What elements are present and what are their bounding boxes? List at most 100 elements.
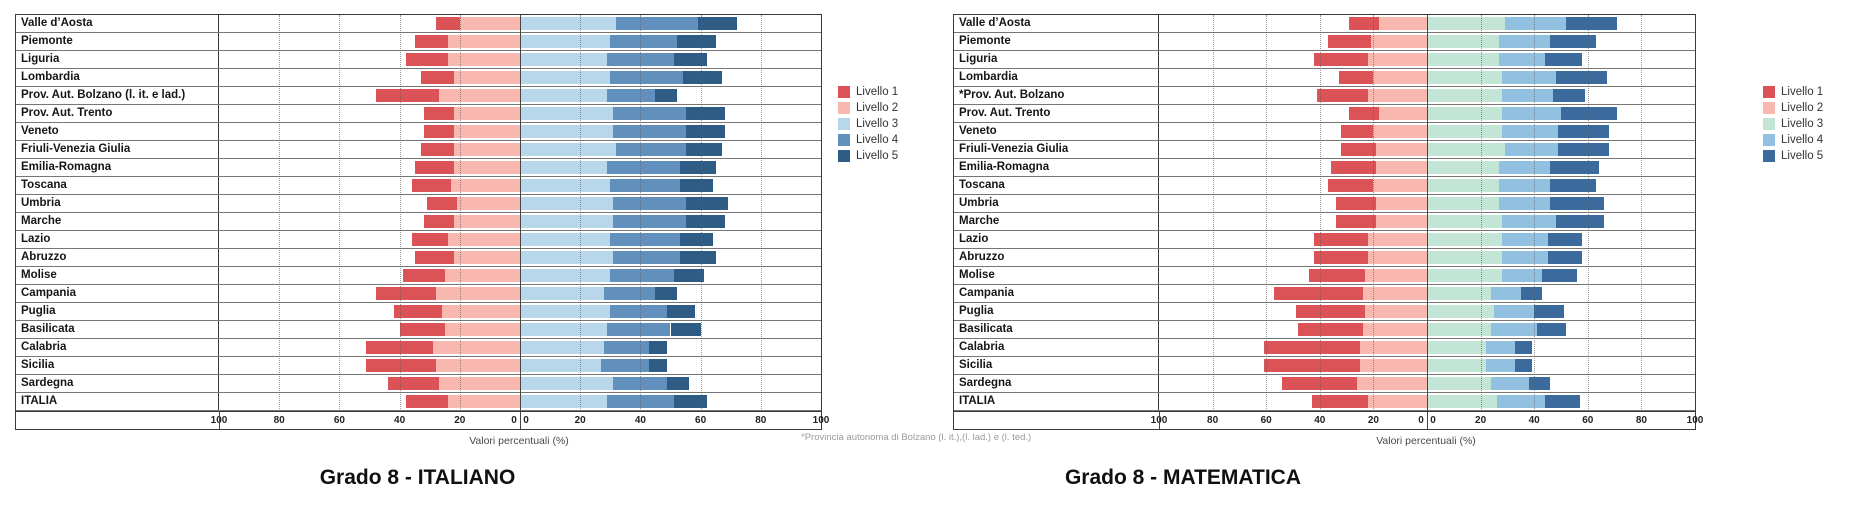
bar-segment-livello-2[interactable]	[441, 305, 520, 318]
bar-segment-livello-1[interactable]	[402, 269, 445, 282]
bar-segment-livello-5[interactable]	[1547, 233, 1583, 246]
bar-segment-livello-4[interactable]	[1496, 395, 1545, 408]
bar-segment-livello-3[interactable]	[1427, 287, 1492, 300]
bar-segment-livello-2[interactable]	[432, 341, 520, 354]
bar-segment-livello-4[interactable]	[1504, 143, 1559, 156]
bar-segment-livello-5[interactable]	[1547, 251, 1583, 264]
bar-segment-livello-4[interactable]	[1485, 359, 1516, 372]
bar-segment-livello-1[interactable]	[411, 233, 448, 246]
bar-segment-livello-1[interactable]	[1309, 269, 1366, 282]
bar-segment-livello-3[interactable]	[520, 287, 605, 300]
bar-segment-livello-2[interactable]	[1362, 323, 1427, 336]
bar-segment-livello-2[interactable]	[453, 251, 520, 264]
bar-segment-livello-2[interactable]	[453, 125, 520, 138]
bar-segment-livello-3[interactable]	[1427, 125, 1503, 138]
bar-segment-livello-5[interactable]	[655, 89, 677, 102]
bar-segment-livello-2[interactable]	[1360, 341, 1427, 354]
bar-segment-livello-2[interactable]	[1376, 197, 1427, 210]
bar-segment-livello-4[interactable]	[610, 71, 683, 84]
bar-segment-livello-2[interactable]	[1378, 17, 1427, 30]
bar-segment-livello-5[interactable]	[685, 107, 725, 120]
bar-segment-livello-2[interactable]	[1376, 215, 1427, 228]
bar-segment-livello-1[interactable]	[366, 341, 433, 354]
bar-segment-livello-4[interactable]	[1502, 71, 1556, 84]
bar-segment-livello-2[interactable]	[438, 377, 520, 390]
bar-segment-livello-1[interactable]	[1311, 395, 1369, 408]
bar-segment-livello-5[interactable]	[1558, 143, 1610, 156]
bar-segment-livello-3[interactable]	[1427, 359, 1486, 372]
bar-segment-livello-4[interactable]	[604, 287, 656, 300]
bar-segment-livello-1[interactable]	[1314, 251, 1369, 264]
bar-segment-livello-5[interactable]	[1534, 305, 1564, 318]
bar-segment-livello-4[interactable]	[607, 395, 674, 408]
bar-segment-livello-2[interactable]	[450, 179, 520, 192]
bar-segment-livello-4[interactable]	[610, 179, 680, 192]
bar-segment-livello-4[interactable]	[613, 107, 686, 120]
bar-segment-livello-2[interactable]	[1373, 125, 1427, 138]
bar-segment-livello-2[interactable]	[444, 269, 520, 282]
bar-segment-livello-4[interactable]	[613, 377, 668, 390]
bar-segment-livello-2[interactable]	[438, 89, 520, 102]
bar-segment-livello-3[interactable]	[1427, 377, 1492, 390]
bar-segment-livello-5[interactable]	[1528, 377, 1551, 390]
bar-segment-livello-4[interactable]	[613, 125, 686, 138]
bar-segment-livello-5[interactable]	[679, 233, 713, 246]
bar-segment-livello-3[interactable]	[520, 197, 614, 210]
bar-segment-livello-3[interactable]	[520, 179, 611, 192]
bar-segment-livello-3[interactable]	[520, 143, 617, 156]
bar-segment-livello-1[interactable]	[420, 143, 454, 156]
bar-segment-livello-1[interactable]	[1317, 89, 1369, 102]
bar-segment-livello-5[interactable]	[1520, 287, 1543, 300]
bar-segment-livello-1[interactable]	[1349, 107, 1379, 120]
bar-segment-livello-4[interactable]	[610, 233, 680, 246]
bar-segment-livello-5[interactable]	[1550, 161, 1599, 174]
bar-segment-livello-4[interactable]	[610, 35, 677, 48]
bar-segment-livello-1[interactable]	[366, 359, 436, 372]
bar-segment-livello-2[interactable]	[1368, 233, 1427, 246]
bar-segment-livello-3[interactable]	[1427, 305, 1494, 318]
bar-segment-livello-4[interactable]	[1502, 233, 1548, 246]
bar-segment-livello-5[interactable]	[1555, 71, 1607, 84]
bar-segment-livello-3[interactable]	[520, 341, 605, 354]
bar-segment-livello-5[interactable]	[685, 125, 725, 138]
bar-segment-livello-1[interactable]	[1298, 323, 1363, 336]
bar-segment-livello-2[interactable]	[1376, 161, 1427, 174]
bar-segment-livello-2[interactable]	[453, 215, 520, 228]
bar-segment-livello-4[interactable]	[1485, 341, 1516, 354]
bar-segment-livello-5[interactable]	[676, 35, 716, 48]
bar-segment-livello-3[interactable]	[520, 269, 611, 282]
bar-segment-livello-5[interactable]	[673, 269, 704, 282]
bar-segment-livello-3[interactable]	[520, 161, 608, 174]
bar-segment-livello-1[interactable]	[1327, 35, 1371, 48]
bar-segment-livello-3[interactable]	[1427, 197, 1500, 210]
bar-segment-livello-1[interactable]	[1330, 161, 1377, 174]
bar-segment-livello-3[interactable]	[520, 323, 608, 336]
bar-segment-livello-3[interactable]	[1427, 233, 1503, 246]
bar-segment-livello-1[interactable]	[1341, 125, 1374, 138]
bar-segment-livello-2[interactable]	[1365, 305, 1427, 318]
bar-segment-livello-5[interactable]	[1550, 197, 1604, 210]
bar-segment-livello-4[interactable]	[1499, 197, 1551, 210]
bar-segment-livello-3[interactable]	[520, 215, 614, 228]
bar-segment-livello-5[interactable]	[1550, 179, 1596, 192]
bar-segment-livello-5[interactable]	[673, 395, 707, 408]
bar-segment-livello-5[interactable]	[682, 71, 722, 84]
bar-segment-livello-3[interactable]	[1427, 395, 1497, 408]
bar-segment-livello-2[interactable]	[1360, 359, 1427, 372]
bar-segment-livello-5[interactable]	[685, 215, 725, 228]
bar-segment-livello-5[interactable]	[649, 341, 668, 354]
bar-segment-livello-5[interactable]	[1550, 35, 1596, 48]
bar-segment-livello-1[interactable]	[1282, 377, 1358, 390]
bar-segment-livello-2[interactable]	[447, 395, 520, 408]
bar-segment-livello-2[interactable]	[1373, 179, 1427, 192]
bar-segment-livello-3[interactable]	[520, 251, 614, 264]
bar-segment-livello-1[interactable]	[1314, 53, 1369, 66]
bar-segment-livello-5[interactable]	[679, 161, 716, 174]
bar-segment-livello-3[interactable]	[1427, 161, 1500, 174]
bar-segment-livello-1[interactable]	[1341, 143, 1377, 156]
bar-segment-livello-2[interactable]	[444, 323, 520, 336]
bar-segment-livello-1[interactable]	[426, 197, 457, 210]
bar-segment-livello-2[interactable]	[453, 143, 520, 156]
bar-segment-livello-2[interactable]	[453, 71, 520, 84]
bar-segment-livello-2[interactable]	[435, 287, 520, 300]
